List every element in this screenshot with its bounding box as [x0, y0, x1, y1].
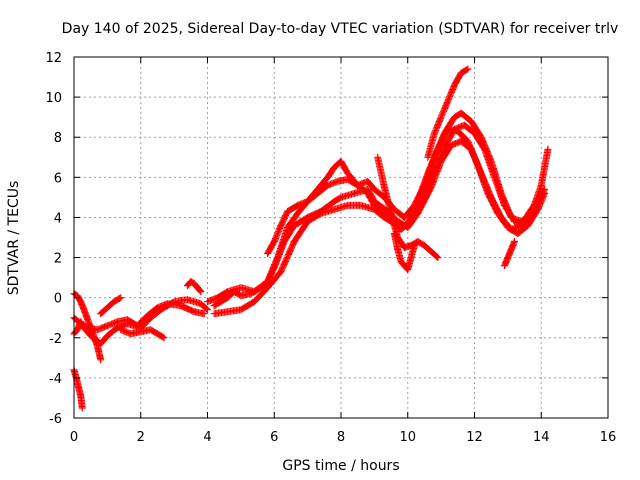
tick-labels-layer: 0 2 4 6 8 10 12 14 16 -6 -4 -2 0 2 4 6 8 10 12: [45, 51, 616, 445]
data-series: [70, 366, 86, 412]
grid-layer: [74, 57, 608, 418]
data-series: [501, 238, 518, 270]
data-point-markers: [501, 238, 518, 270]
x-tick-label: 6: [270, 430, 278, 445]
x-tick-label: 10: [399, 430, 416, 445]
data-series: [390, 230, 418, 274]
data-point-markers: [184, 278, 205, 296]
data-points-layer: [70, 65, 552, 412]
data-series: [117, 326, 168, 342]
x-tick-label: 8: [337, 430, 345, 445]
data-point-markers: [97, 294, 125, 318]
y-tick-label: -4: [49, 372, 62, 387]
y-tick-label: -2: [49, 332, 62, 347]
y-tick-label: 8: [54, 131, 62, 146]
data-point-markers: [424, 65, 472, 161]
data-point-markers: [390, 230, 418, 274]
x-tick-label: 0: [70, 430, 78, 445]
data-point-markers: [117, 326, 168, 342]
x-tick-label: 4: [203, 430, 211, 445]
data-series: [264, 109, 552, 257]
data-point-markers: [70, 366, 86, 412]
x-axis-label: GPS time / hours: [282, 458, 399, 474]
x-tick-label: 16: [600, 430, 617, 445]
y-tick-label: 12: [45, 51, 62, 66]
data-series: [374, 153, 442, 262]
y-tick-label: 0: [54, 292, 62, 307]
data-series: [184, 278, 205, 296]
data-point-markers: [374, 153, 442, 262]
chart-title: Day 140 of 2025, Sidereal Day-to-day VTE…: [62, 21, 619, 37]
y-tick-label: 10: [45, 91, 62, 106]
y-axis-label: SDTVAR / TECUs: [6, 181, 22, 296]
x-tick-label: 2: [137, 430, 145, 445]
ticks-layer: [73, 56, 609, 419]
data-series: [97, 294, 125, 318]
data-point-markers: [264, 109, 552, 257]
data-series: [424, 65, 472, 161]
y-tick-label: 4: [54, 211, 62, 226]
y-tick-label: 6: [54, 171, 62, 186]
x-tick-label: 12: [466, 430, 483, 445]
y-tick-label: 2: [54, 252, 62, 267]
y-tick-label: -6: [49, 412, 62, 427]
x-tick-label: 14: [533, 430, 550, 445]
